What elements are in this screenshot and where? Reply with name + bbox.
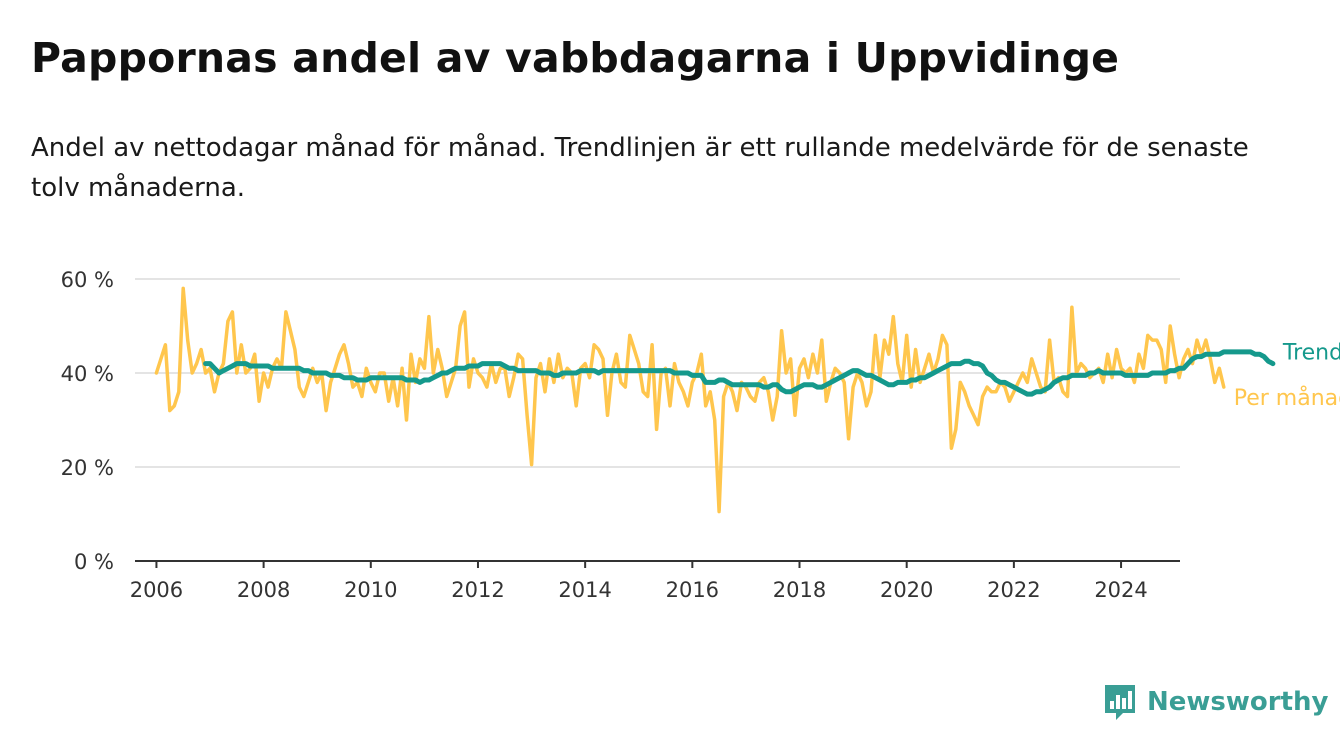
series-line-per-manad — [154, 286, 1226, 514]
y-tick-label: 0 % — [74, 550, 114, 574]
newsworthy-logo-icon — [1105, 685, 1135, 720]
x-tick-label: 2014 — [558, 578, 611, 602]
x-tick-label: 2022 — [987, 578, 1040, 602]
x-tick-label: 2018 — [773, 578, 826, 602]
x-tick-label: 2024 — [1094, 578, 1147, 602]
series-labels: Per månad Trend — [1234, 341, 1340, 412]
x-tick-label: 2010 — [344, 578, 397, 602]
y-tick-label: 40 % — [61, 362, 114, 386]
y-axis: 0 % 20 % 40 % 60 % — [61, 268, 114, 574]
brand-name: Newsworthy — [1147, 687, 1329, 717]
x-tick-label: 2020 — [880, 578, 933, 602]
x-tick-label: 2006 — [130, 578, 183, 602]
x-tick-label: 2016 — [666, 578, 719, 602]
series-line-trend — [203, 349, 1276, 397]
x-axis: 2006 2008 2010 2012 2014 2016 2018 2020 2022 2024 — [130, 560, 1180, 602]
chart-title: Pappornas andel av vabbdagarna i Uppvidi… — [31, 34, 1120, 82]
series-lines — [154, 286, 1276, 514]
y-tick-label: 60 % — [61, 268, 114, 292]
series-label: Per månad — [1234, 385, 1340, 411]
y-tick-label: 20 % — [61, 456, 114, 480]
x-tick-label: 2008 — [237, 578, 290, 602]
x-tick-label: 2012 — [451, 578, 504, 602]
chart-subtitle: Andel av nettodagar månad för månad. Tre… — [31, 133, 1249, 203]
brand-logo: Newsworthy — [1103, 682, 1328, 722]
series-label: Trend — [1282, 341, 1340, 366]
